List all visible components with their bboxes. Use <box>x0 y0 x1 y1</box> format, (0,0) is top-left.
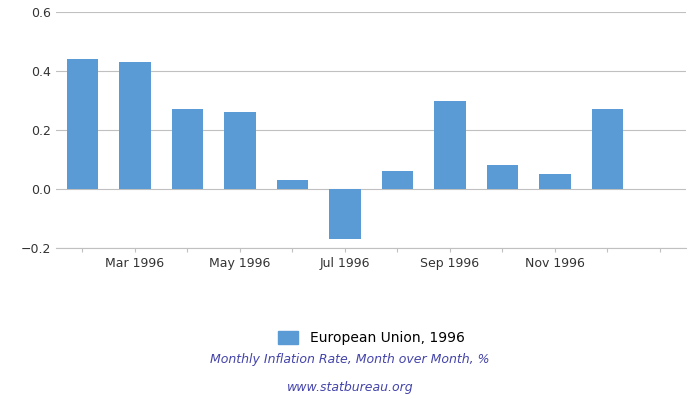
Bar <box>329 189 360 239</box>
Bar <box>592 109 623 189</box>
Text: www.statbureau.org: www.statbureau.org <box>287 382 413 394</box>
Bar <box>276 180 308 189</box>
Bar <box>224 112 256 189</box>
Bar <box>539 174 570 189</box>
Bar <box>66 59 98 189</box>
Legend: European Union, 1996: European Union, 1996 <box>272 326 470 351</box>
Bar <box>382 171 413 189</box>
Bar <box>119 62 150 189</box>
Text: Monthly Inflation Rate, Month over Month, %: Monthly Inflation Rate, Month over Month… <box>210 354 490 366</box>
Bar <box>486 166 518 189</box>
Bar <box>434 100 466 189</box>
Bar <box>172 109 203 189</box>
